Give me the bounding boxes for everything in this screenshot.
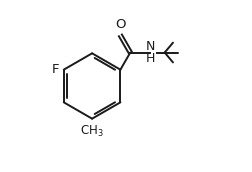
Text: CH$_3$: CH$_3$ [80, 124, 104, 139]
Text: F: F [52, 63, 59, 76]
Text: N
H: N H [145, 40, 154, 65]
Text: O: O [115, 18, 125, 31]
